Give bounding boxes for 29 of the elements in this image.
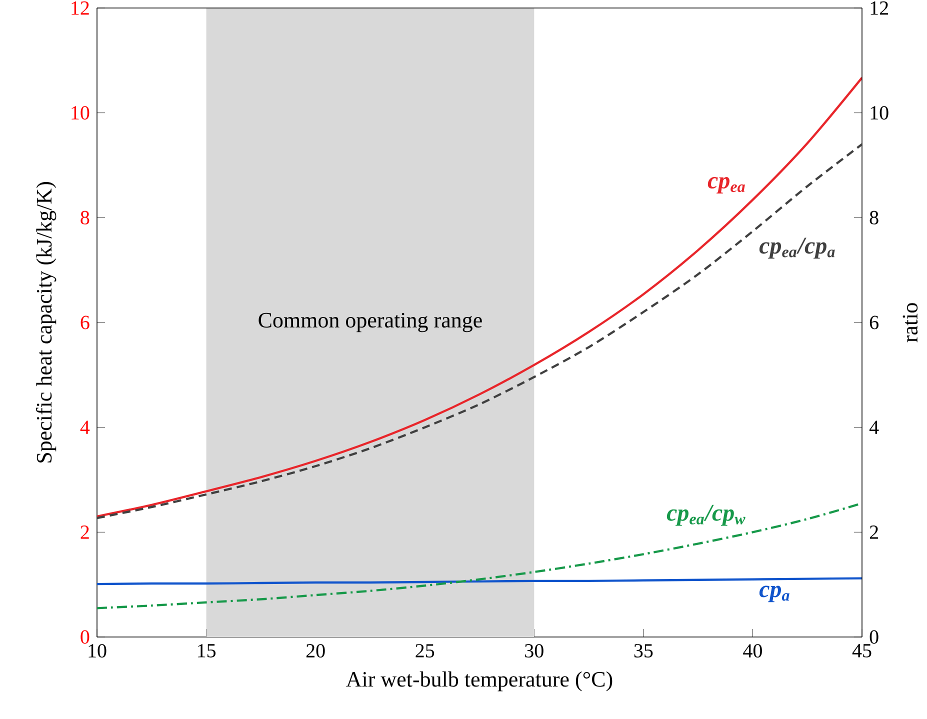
y2-tick-label: 6	[870, 316, 878, 330]
y-tick-label: 6	[80, 316, 90, 330]
y2-tick-label: 10	[870, 106, 888, 120]
x-tick-label: 30	[525, 644, 544, 658]
x-tick-label: 25	[416, 644, 434, 658]
x-axis-title: Air wet-bulb temperature (°C)	[346, 671, 612, 692]
y-tick-label: 10	[72, 106, 90, 120]
x-tick-label: 20	[306, 644, 325, 658]
x-tick-label: 35	[634, 644, 653, 658]
x-tick-label: 45	[852, 644, 872, 658]
x-tick-label: 40	[743, 644, 762, 658]
y-tick-label: 4	[80, 420, 90, 434]
y-axis-title: Specific heat capacity (kJ/kg/K)	[36, 182, 56, 462]
y-tick-label: 0	[80, 630, 90, 644]
y-tick-label: 8	[80, 210, 90, 224]
series-label: cp$_{ea}$	[708, 177, 745, 194]
y2-tick-label: 2	[870, 526, 878, 539]
y2-tick-label: 4	[869, 420, 879, 434]
y2-tick-label: 12	[870, 1, 888, 15]
y2-tick-label: 0	[870, 630, 878, 644]
band-label: Common operating range	[258, 312, 482, 332]
y2-tick-label: 8	[870, 210, 878, 224]
series-label: cp$_{a}$	[759, 586, 790, 602]
x-tick-label: 15	[198, 644, 216, 658]
y-tick-label: 2	[80, 526, 89, 539]
y2-axis-title: ratio	[902, 303, 918, 342]
series-label: cp$_{ea}$/cp$_{w}$	[666, 504, 746, 526]
series-label: cp$_{ea}$/cp$_{a}$	[759, 238, 835, 259]
y-tick-label: 12	[72, 1, 89, 15]
